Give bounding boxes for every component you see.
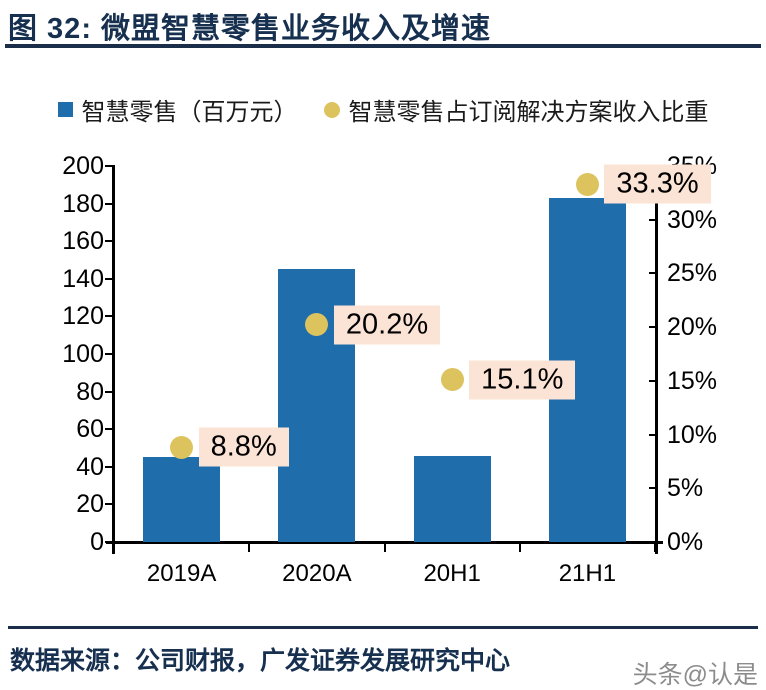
x-axis-tick <box>518 542 521 552</box>
y-axis-right-tick <box>649 272 656 275</box>
legend: 智慧零售（百万元） 智慧零售占订阅解决方案收入比重 <box>0 92 766 127</box>
x-axis-tick <box>654 542 656 552</box>
ratio-dot <box>170 435 194 459</box>
x-axis-tick <box>113 542 115 552</box>
y-axis-label-right: 0% <box>667 528 704 556</box>
y-axis-right-tick <box>649 433 656 436</box>
bar-swatch-icon <box>57 102 73 117</box>
x-axis-label: 21H1 <box>558 560 617 587</box>
y-axis-left-tick <box>105 428 112 431</box>
y-axis-left-tick <box>105 541 112 543</box>
legend-label-ratio: 智慧零售占订阅解决方案收入比重 <box>348 99 709 126</box>
y-axis-right-tick <box>649 326 656 329</box>
y-axis-label-right: 5% <box>667 474 704 503</box>
y-axis-left-tick <box>105 240 112 243</box>
y-axis-label-left: 40 <box>76 452 104 481</box>
footer-divider <box>8 626 758 629</box>
y-axis-left <box>112 165 115 554</box>
y-axis-label-left: 160 <box>62 227 104 256</box>
y-axis-left-tick <box>105 503 112 506</box>
title-divider <box>5 44 761 48</box>
ratio-data-label: 20.2% <box>333 305 441 345</box>
x-axis-label: 20H1 <box>423 560 481 587</box>
ratio-dot <box>440 368 464 392</box>
y-axis-left-tick <box>105 165 112 167</box>
x-axis-label: 2020A <box>282 560 352 587</box>
y-axis-left-tick <box>105 353 112 355</box>
watermark: 头条@认是 <box>632 661 758 689</box>
y-axis-label-right: 15% <box>667 366 718 395</box>
y-axis-label-right: 30% <box>667 205 718 234</box>
y-axis-label-left: 180 <box>62 189 104 218</box>
revenue-bar <box>143 457 221 542</box>
legend-item-bar: 智慧零售（百万元） <box>57 92 298 127</box>
y-axis-left-tick <box>105 315 112 318</box>
y-axis-left-tick <box>105 465 112 468</box>
ratio-data-label: 33.3% <box>604 164 711 204</box>
y-axis-right-tick <box>649 541 656 543</box>
y-axis-left-tick <box>105 277 112 280</box>
y-axis-label-right: 10% <box>667 420 718 449</box>
x-axis-label: 2019A <box>146 560 217 587</box>
dot-swatch-icon <box>323 101 340 118</box>
y-axis-label-left: 20 <box>76 490 104 519</box>
y-axis-label-left: 80 <box>76 377 104 406</box>
ratio-dot <box>575 172 599 196</box>
legend-item-ratio: 智慧零售占订阅解决方案收入比重 <box>323 92 709 127</box>
y-axis-right <box>655 165 658 554</box>
y-axis-label-left: 140 <box>62 264 104 293</box>
x-axis-tick <box>383 542 386 552</box>
legend-label-bar: 智慧零售（百万元） <box>81 99 298 126</box>
data-source-note: 数据来源：公司财报，广发证券发展研究中心 <box>10 647 511 675</box>
y-axis-label-right: 25% <box>667 259 718 288</box>
y-axis-label-right: 20% <box>667 313 718 342</box>
revenue-bar <box>413 455 491 542</box>
y-axis-label-left: 60 <box>76 415 104 444</box>
ratio-data-label: 8.8% <box>198 427 289 467</box>
x-axis-tick <box>248 542 251 552</box>
y-axis-label-left: 0 <box>90 528 104 556</box>
y-axis-label-left: 120 <box>62 302 104 331</box>
y-axis-left-tick <box>105 390 112 393</box>
y-axis-right-tick <box>649 379 656 382</box>
ratio-dot <box>305 313 329 337</box>
y-axis-label-left: 100 <box>62 340 104 368</box>
y-axis-left-tick <box>105 202 112 205</box>
figure-title: 图 32: 微盟智慧零售业务收入及增速 <box>8 13 492 45</box>
y-axis-right-tick <box>649 218 656 221</box>
ratio-data-label: 15.1% <box>469 360 576 400</box>
y-axis-label-left: 200 <box>62 152 104 180</box>
y-axis-right-tick <box>649 487 656 490</box>
